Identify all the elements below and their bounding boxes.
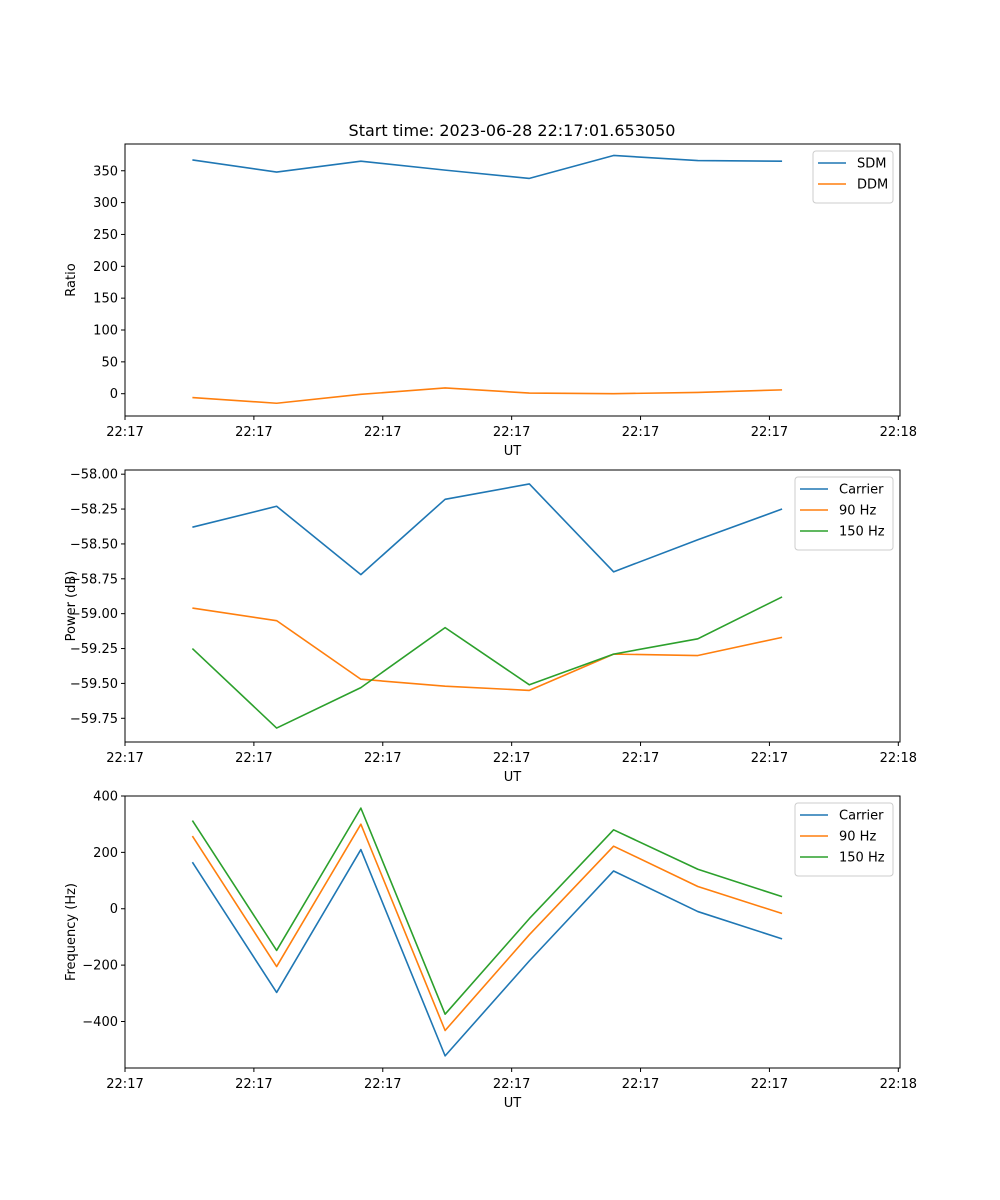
chart-panel-3: 22:17 22:17 22:17 22:17 22:17 22:17 22:18 −400 −…: [64, 790, 917, 1112]
series-line-90-hz: [192, 607, 783, 692]
x-tick-label: 22:17: [106, 1077, 143, 1092]
y-tick-label: −59.00: [70, 607, 118, 622]
legend-label: 150 Hz: [839, 851, 885, 866]
x-tick-label: 22:17: [751, 751, 788, 766]
legend: SDM DDM: [812, 150, 894, 204]
x-tick-label: 22:17: [235, 1077, 272, 1092]
y-tick-label: −58.00: [70, 468, 118, 483]
y-tick-label: −58.50: [70, 537, 118, 552]
y-tick-label: −58.25: [70, 503, 118, 518]
legend: Carrier 90 Hz 150 Hz: [794, 802, 894, 877]
x-tick-label: 22:17: [493, 425, 530, 440]
legend-box: [812, 150, 894, 204]
x-tick-label: 22:17: [751, 1077, 788, 1092]
x-tick-label: 22:17: [622, 425, 659, 440]
y-tick-label: 350: [93, 164, 118, 179]
y-tick-label: −59.75: [70, 712, 118, 727]
legend: Carrier 90 Hz 150 Hz: [794, 476, 894, 551]
y-tick-label: 0: [110, 902, 118, 917]
y-axis-label: Frequency (Hz): [64, 883, 79, 981]
x-tick-label: 22:17: [493, 1077, 530, 1092]
x-tick-label: 22:17: [106, 425, 143, 440]
series-line-carrier: [192, 483, 783, 576]
legend-label: Carrier: [839, 809, 884, 824]
x-axis-label: UT: [504, 444, 522, 459]
y-tick-label: −59.25: [70, 642, 118, 657]
y-tick-label: 300: [93, 196, 118, 211]
y-tick-label: 50: [101, 355, 118, 370]
y-tick-label: −200: [82, 959, 118, 974]
chart-panel-1: 22:17 22:17 22:17 22:17 22:17 22:17 22:18 0 50 10…: [64, 143, 917, 459]
legend-label: 90 Hz: [839, 504, 876, 519]
figure-title: Start time: 2023-06-28 22:17:01.653050: [349, 121, 676, 140]
x-tick-label: 22:17: [364, 425, 401, 440]
x-tick-label: 22:18: [880, 751, 917, 766]
x-tick-label: 22:17: [235, 425, 272, 440]
x-tick-label: 22:17: [106, 751, 143, 766]
plot-frame: [124, 795, 901, 1069]
y-tick-label: 400: [93, 790, 118, 805]
x-tick-label: 22:18: [880, 425, 917, 440]
y-tick-label: 150: [93, 292, 118, 307]
y-tick-label: −400: [82, 1015, 118, 1030]
plot-frame: [124, 469, 901, 743]
legend-label: 90 Hz: [839, 830, 876, 845]
x-tick-label: 22:17: [364, 751, 401, 766]
y-tick-label: −59.50: [70, 677, 118, 692]
x-tick-label: 22:17: [235, 751, 272, 766]
legend-label: DDM: [857, 178, 888, 193]
series-line-sdm: [192, 154, 783, 180]
panels: 22:17 22:17 22:17 22:17 22:17 22:17 22:18 0 50 10…: [64, 143, 917, 1112]
series-line-150-hz: [191, 807, 783, 1015]
y-tick-label: 0: [110, 387, 118, 402]
series-line-ddm: [192, 387, 783, 405]
y-tick-label: 250: [93, 228, 118, 243]
y-axis-label: Power (dB): [64, 571, 79, 642]
x-tick-label: 22:17: [493, 751, 530, 766]
legend-label: Carrier: [839, 483, 884, 498]
y-tick-label: 200: [93, 846, 118, 861]
legend-label: SDM: [857, 157, 886, 172]
y-tick-label: 100: [93, 324, 118, 339]
x-tick-label: 22:17: [622, 1077, 659, 1092]
legend-label: 150 Hz: [839, 525, 885, 540]
chart-panel-2: 22:17 22:17 22:17 22:17 22:17 22:17 22:18 −59.7…: [64, 468, 917, 785]
y-axis-label: Ratio: [64, 263, 79, 296]
x-tick-label: 22:17: [751, 425, 788, 440]
y-tick-label: 200: [93, 260, 118, 275]
x-axis-label: UT: [504, 1096, 522, 1111]
series-line-carrier: [191, 848, 783, 1057]
plot-frame: [124, 143, 901, 417]
y-tick-label: −58.75: [70, 572, 118, 587]
x-tick-label: 22:17: [364, 1077, 401, 1092]
series-line-90-hz: [191, 823, 783, 1032]
series-line-150-hz: [191, 596, 783, 729]
x-tick-label: 22:18: [880, 1077, 917, 1092]
x-tick-label: 22:17: [622, 751, 659, 766]
x-axis-label: UT: [504, 770, 522, 785]
